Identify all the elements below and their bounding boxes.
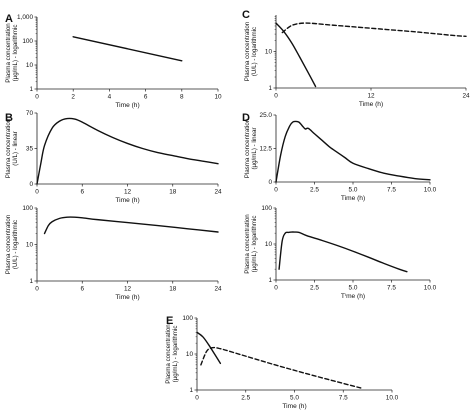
y-axis-label: Plasma concentration [5,214,12,274]
x-axis-label: Time (h) [115,197,139,204]
x-tick-label: 0 [35,286,39,293]
x-tick-label: 0 [195,395,199,402]
panel-d2: 0 2.5 5.0 7.5 10.0 1 10 100 Tⁱme (h) Plasma conce… [244,205,437,300]
x-tick-label: 6 [80,286,84,293]
panel-letter-a: A [5,13,13,25]
x-tick-label: 10.0 [424,285,437,292]
x-tick-label: 24 [214,189,222,196]
panel-d1: D 0 2.5 5.0 7.5 10.0 0 12.5 25.0 Time (h) Plasma c… [242,112,437,202]
y-axis-label: Plasma concentration [165,324,172,384]
x-tick-label: 0 [274,285,278,292]
y-tick-label: 1 [268,277,272,284]
x-tick-label: 12 [124,189,132,196]
x-tick-label: 7.5 [387,285,396,292]
series-line-solid-1 [36,117,219,185]
x-tick-label: 12 [124,286,132,293]
y-tick-label: 1,000 [17,14,33,21]
series-line-dashed-2 [200,346,364,390]
y-tick-label: 10 [186,351,194,358]
x-axis-label: Time (h) [282,403,306,410]
series-line-solid-1 [196,331,222,365]
x-tick-label: 7.5 [339,395,348,402]
x-tick-label: 24 [214,286,222,293]
y-tick-label: 100 [182,315,193,322]
panel-c: C 0 12 24 1 10 Time (h) Plasma concentration (U/… [242,9,470,108]
x-tick-label: 2.5 [310,187,319,194]
series-line-solid-1 [278,231,408,273]
panel-letter-d1: D [242,112,250,124]
y-tick-label: 1 [29,278,33,285]
x-tick-label: 2 [71,94,75,101]
y-axis-label: (U/L) - logarithmic [251,27,258,76]
x-tick-label: 12 [367,93,375,100]
y-axis-label: (µg/mL) - logarithmic [251,216,258,273]
y-axis-label: Plasma concentration [5,118,12,178]
x-tick-label: 18 [169,286,177,293]
y-tick-label: 35 [26,146,34,153]
series-line-solid-1 [275,22,317,88]
y-tick-label: 100 [261,205,272,212]
x-tick-label: 7.5 [387,187,396,194]
x-tick-label: 0 [274,187,278,194]
y-axis-label: Plasma concentration [244,118,251,178]
y-tick-label: 100 [22,38,33,45]
y-axis-label: (U/L) - logarithmic [12,220,19,269]
x-axis-label: Tⁱme (h) [341,292,365,300]
x-tick-label: 0 [35,189,39,196]
y-tick-label: 0 [268,179,272,186]
y-tick-label: 25.0 [260,112,273,119]
y-tick-label: 12.5 [260,146,273,153]
y-axis-label: Plasma concentration [244,21,251,81]
panel-e: E 0 2.5 5.0 7.5 10.0 1 10 100 Time (h) Plasma conc… [165,315,399,410]
panel-b2: 0 6 12 18 24 1 10 100 Time (h) Plasma concentrati… [5,205,222,301]
x-axis-label: Time (h) [115,102,139,109]
y-axis-label: (µg/mL) - logarithmic [172,326,179,383]
x-tick-label: 10 [214,94,222,101]
panel-letter-b1: B [5,112,13,124]
series-line-solid-1 [72,36,183,62]
y-tick-label: 1 [268,85,272,92]
y-tick-label: 1 [189,387,193,394]
y-tick-label: 10 [26,62,34,69]
x-tick-label: 5.0 [349,187,358,194]
panel-letter-e: E [166,315,173,327]
y-axis-label: Plasma concentration [244,214,251,274]
x-tick-label: 5.0 [349,285,358,292]
y-tick-label: 70 [26,110,34,117]
series-line-solid-1 [275,120,431,183]
y-tick-label: 0 [29,181,33,188]
panel-b1: B 0 6 12 18 24 0 35 70 Time (h) Plasma concentrati… [5,110,222,204]
y-tick-label: 10 [26,242,34,249]
x-tick-label: 0 [274,93,278,100]
x-tick-label: 2.5 [241,395,250,402]
x-tick-label: 0 [35,94,39,101]
y-axis-label: (U/L) - linear [12,131,19,165]
x-tick-label: 5.0 [290,395,299,402]
y-tick-label: 1 [29,86,33,93]
y-tick-label: 10 [265,241,273,248]
x-tick-label: 24 [462,93,470,100]
panel-letter-c: C [242,9,250,21]
x-axis-label: Time (h) [115,294,139,301]
x-tick-label: 10.0 [424,187,437,194]
series-line-solid-1 [43,216,219,235]
x-tick-label: 10.0 [386,395,399,402]
x-tick-label: 4 [108,94,112,101]
x-tick-label: 6 [144,94,148,101]
y-axis-label: (µg/mL) - linear [251,127,258,169]
y-axis-label: Plasma concentration [5,23,12,83]
y-tick-label: 100 [22,205,33,212]
series-line-dashed-2 [281,22,467,38]
x-tick-label: 6 [80,189,84,196]
x-axis-label: Time (h) [341,195,365,202]
x-axis-label: Time (h) [359,101,383,108]
panel-a: A 0 2 4 6 8 10 1 10 100 1,000 Time (h) Plasma concen… [5,13,222,109]
x-tick-label: 8 [180,94,184,101]
x-tick-label: 2.5 [310,285,319,292]
y-tick-label: 10 [265,49,273,56]
x-tick-label: 18 [169,189,177,196]
y-axis-label: (µg/mL) - logarithmic [12,25,19,82]
